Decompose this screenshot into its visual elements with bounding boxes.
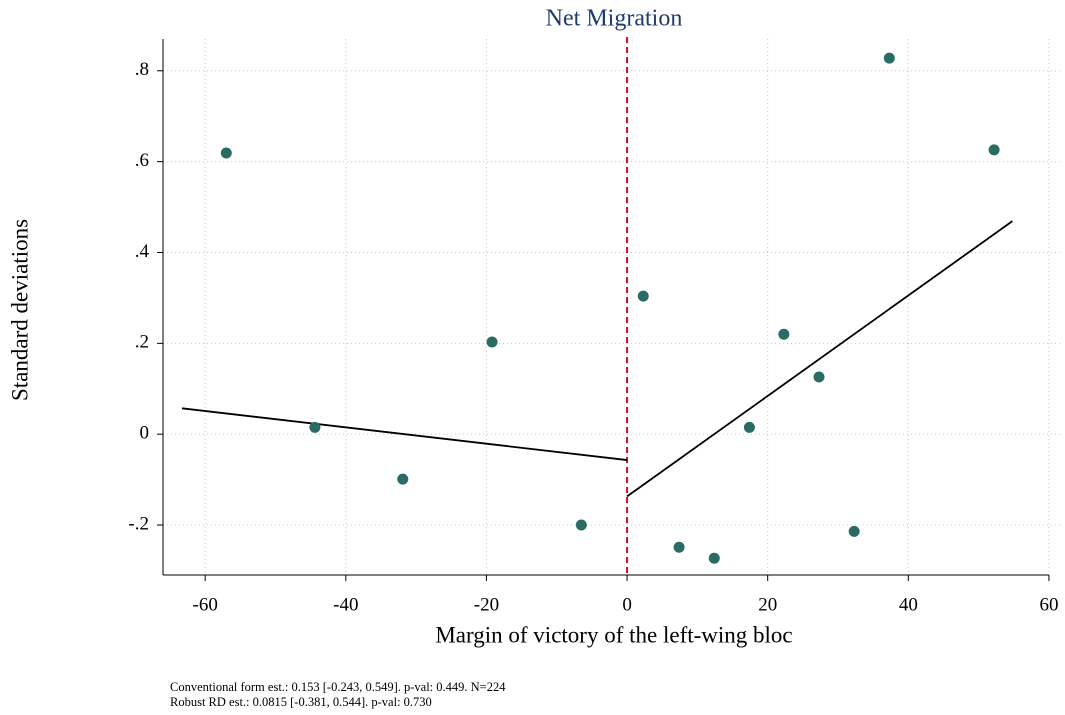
point [778, 328, 790, 340]
point [988, 144, 1000, 156]
x-tick-label: 0 [622, 594, 632, 615]
point [220, 147, 232, 159]
point [397, 473, 409, 485]
y-tick-label: .8 [135, 59, 149, 80]
y-tick-label: .6 [135, 150, 149, 171]
x-tick-label: 60 [1039, 594, 1058, 615]
x-tick-label: 20 [758, 594, 777, 615]
fit-line [181, 407, 628, 461]
y-tick-label: -.2 [128, 513, 149, 534]
y-tick-label: .4 [135, 241, 150, 262]
x-axis-label: Margin of victory of the left-wing bloc [435, 622, 792, 647]
point [848, 525, 860, 537]
point [309, 421, 321, 433]
point [883, 52, 895, 64]
point [673, 541, 685, 553]
point [708, 552, 720, 564]
note: Robust RD est.: 0.0815 [-0.381, 0.544]. … [170, 695, 432, 709]
point [813, 371, 825, 383]
x-tick-label: -40 [333, 594, 358, 615]
y-tick-label: 0 [140, 423, 150, 444]
point [743, 421, 755, 433]
point [486, 336, 498, 348]
y-axis-label: Standard deviations [7, 219, 32, 401]
x-tick-label: -20 [474, 594, 499, 615]
point [575, 519, 587, 531]
point [637, 290, 649, 302]
note: Conventional form est.: 0.153 [-0.243, 0… [170, 680, 506, 694]
y-tick-label: .2 [135, 332, 149, 353]
fit-line [626, 220, 1013, 498]
x-tick-label: 40 [899, 594, 918, 615]
x-tick-label: -60 [193, 594, 218, 615]
chart-title: Net Migration [546, 6, 683, 32]
